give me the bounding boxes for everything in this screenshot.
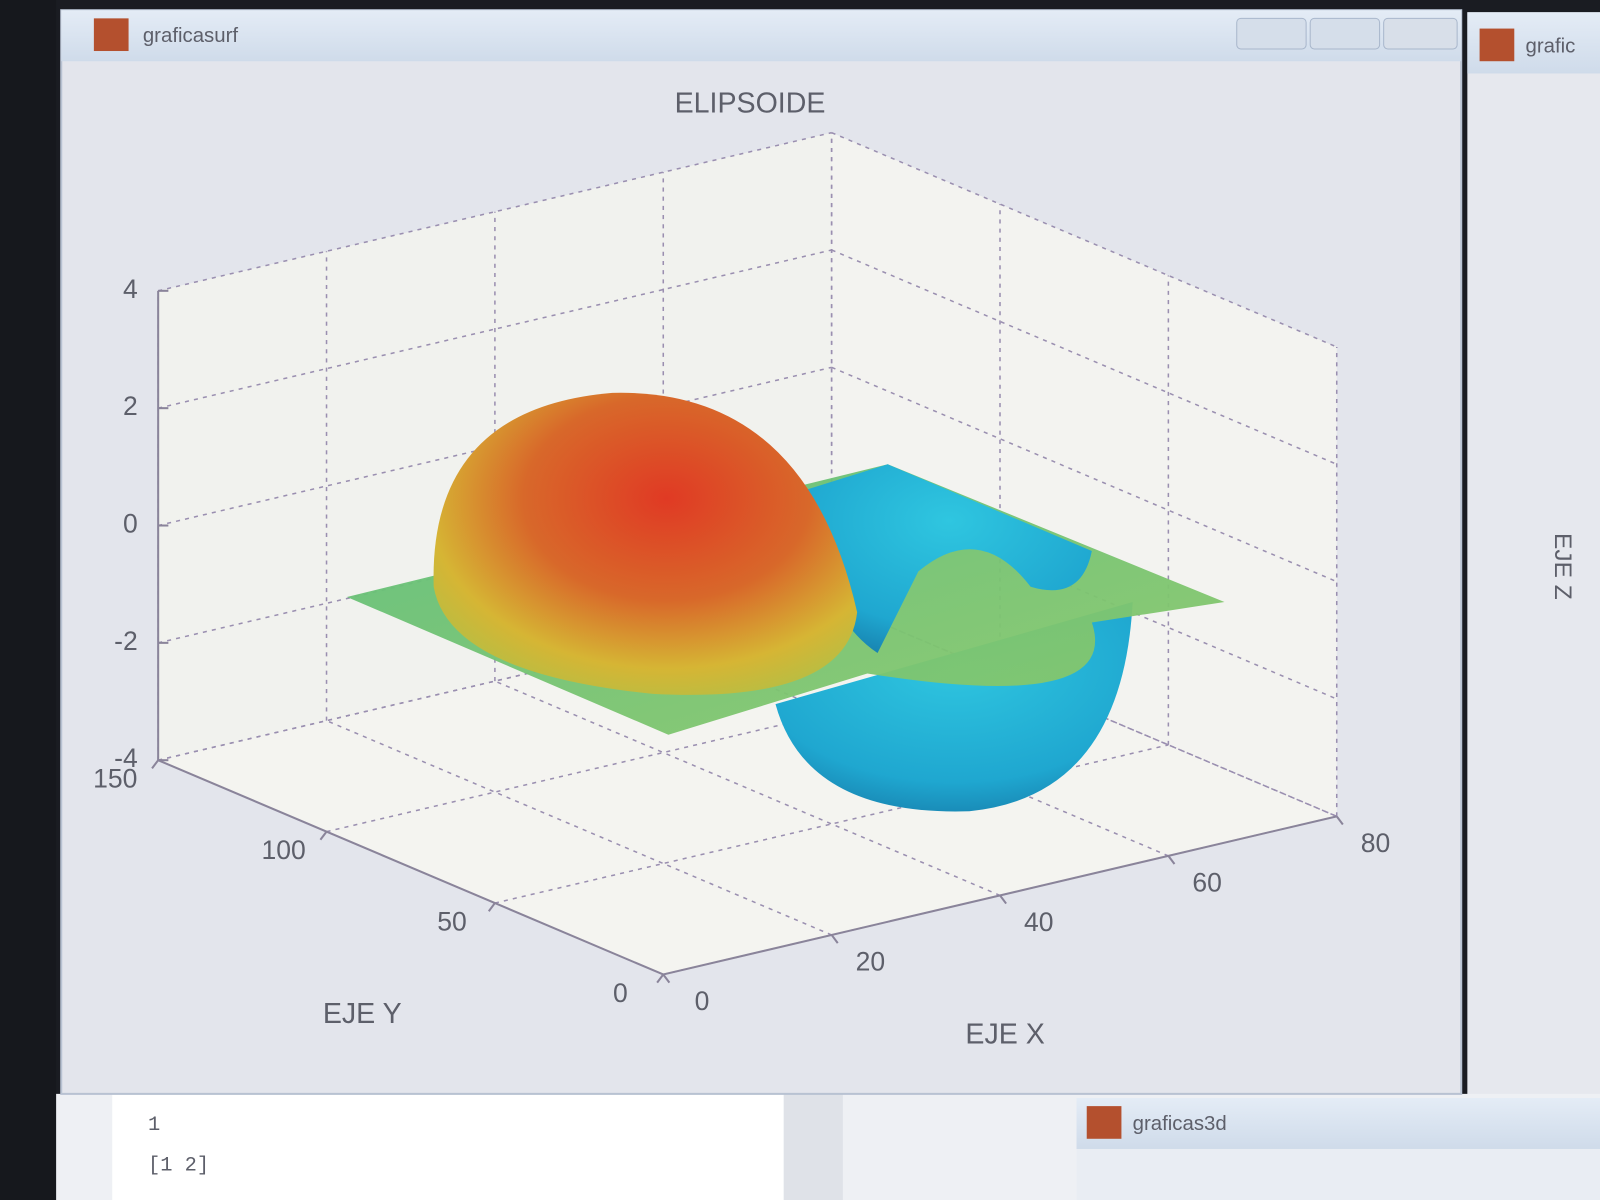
x-tick-label: 0: [695, 986, 710, 1016]
console-line: [1 2]: [148, 1155, 209, 1178]
side-icon: [1479, 28, 1515, 62]
console: [112, 1093, 786, 1200]
chart-title: ELIPSOIDE: [675, 88, 826, 120]
z-tick-label: 4: [123, 274, 138, 304]
side-window: [1467, 12, 1600, 1098]
floor-edge: [157, 759, 1337, 976]
x-tick: [830, 934, 839, 944]
surface: [346, 392, 1225, 812]
x-tick-label: 60: [1192, 867, 1222, 897]
y-tick-label: 50: [437, 906, 467, 936]
close-button[interactable]: [1383, 17, 1458, 50]
x-tick-label: 40: [1024, 907, 1054, 937]
minimize-button[interactable]: [1236, 17, 1307, 50]
y-axis-label: EJE Y: [323, 998, 402, 1030]
y-tick-label: 100: [262, 835, 306, 865]
z-tick-label: 2: [123, 391, 138, 421]
bottom-title-bar[interactable]: [1076, 1097, 1600, 1149]
z-axis-label: EJE Z: [1549, 533, 1576, 600]
side-window-title: grafic: [1526, 35, 1576, 57]
y-tick-label: 0: [613, 978, 628, 1008]
main-title-bar[interactable]: [61, 10, 1462, 62]
x-tick: [999, 894, 1007, 905]
main-icon: [93, 18, 129, 52]
z-tick-label: -4: [114, 743, 138, 773]
maximize-button[interactable]: [1309, 17, 1381, 50]
main-window-title: graficasurf: [143, 25, 239, 47]
surface-dome: [433, 392, 858, 695]
x-tick: [1335, 815, 1344, 826]
x-tick: [662, 973, 671, 984]
z-tick-label: -2: [114, 626, 138, 656]
bottom-window-title: graficas3d: [1133, 1113, 1227, 1135]
y-tick-label: 150: [93, 764, 137, 794]
desktop-edge: [0, 0, 57, 1200]
surface-bowl-wall: [806, 464, 1092, 654]
y-tick: [487, 902, 496, 912]
y-tick: [151, 759, 159, 769]
x-axis-label: EJE X: [965, 1018, 1044, 1050]
z-tick-label: 0: [123, 509, 138, 539]
y-tick: [319, 831, 328, 841]
console-line: 1: [148, 1114, 160, 1137]
bottom-icon: [1086, 1106, 1122, 1139]
y-tick: [656, 973, 665, 984]
x-tick-label: 20: [856, 947, 886, 977]
x-tick: [1167, 855, 1176, 865]
x-tick-label: 80: [1361, 828, 1391, 858]
scrollbar[interactable]: [783, 1093, 843, 1200]
